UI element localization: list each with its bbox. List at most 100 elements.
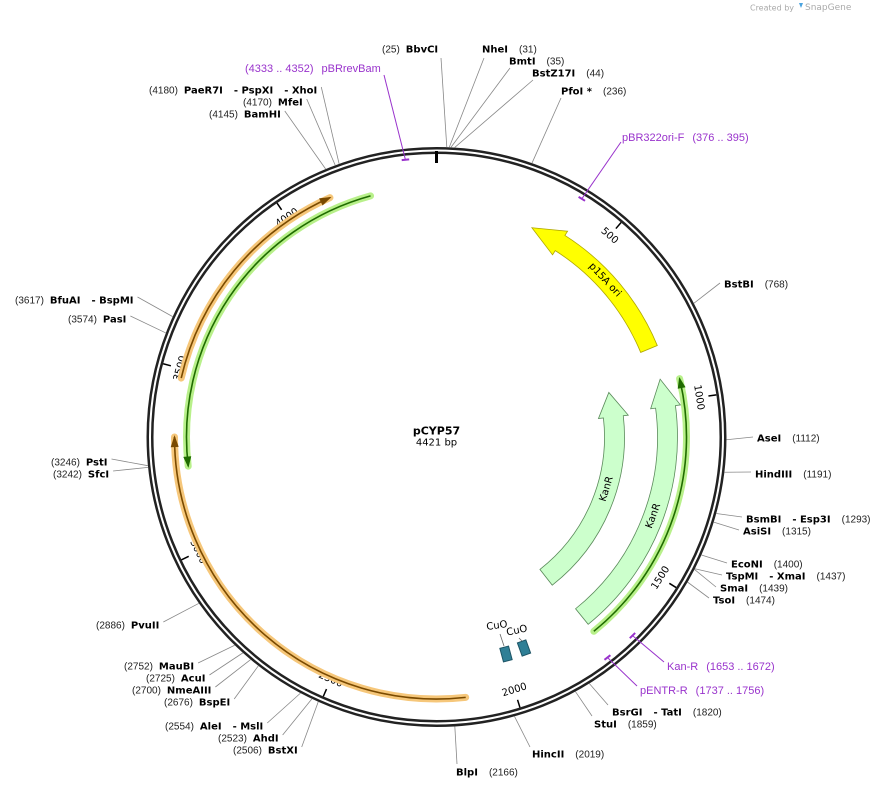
enzyme-name: EcoNI <box>731 560 763 571</box>
tick <box>162 363 172 367</box>
feature-line <box>593 378 688 632</box>
primer-site <box>578 196 586 202</box>
enzyme-position: (2019) <box>575 750 604 761</box>
tick <box>615 222 622 230</box>
enzyme-leader <box>454 726 458 765</box>
tick-label: 1000 <box>691 384 706 411</box>
cuo-box <box>499 645 513 663</box>
enzyme-position: (3617) <box>15 296 44 307</box>
enzyme-leader <box>694 568 723 576</box>
enzyme-name: - XhoI <box>284 86 317 97</box>
enzyme-name: TspMI <box>726 572 758 583</box>
tick-label: 500 <box>599 226 621 247</box>
primer-site <box>603 654 612 661</box>
feature-line <box>180 196 331 379</box>
tick <box>708 394 717 397</box>
enzyme-leader <box>111 458 148 467</box>
enzyme-name: HincII <box>532 750 564 761</box>
credit: Created by <box>750 4 794 13</box>
enzyme-position: (4180) <box>149 86 178 97</box>
primer-range: (4333 .. 4352) <box>245 63 314 75</box>
enzyme-leader <box>197 644 235 664</box>
plasmid-length: 4421 bp <box>416 438 457 449</box>
enzyme-name: BsmBI <box>746 515 781 526</box>
feature-arrowhead <box>183 456 192 468</box>
feature-line <box>185 195 371 467</box>
enzyme-leader <box>301 701 319 748</box>
enzyme-leader <box>693 282 721 304</box>
enzyme-leader <box>113 466 149 472</box>
enzyme-leader <box>440 57 448 148</box>
brand-icon <box>799 3 803 8</box>
enzyme-leader <box>320 86 340 164</box>
enzyme-name: BspEI <box>199 698 230 709</box>
enzyme-name: BamHI <box>244 110 281 121</box>
enzyme-name: BsrGI <box>612 708 642 719</box>
feature-line <box>173 436 466 700</box>
enzyme-position: (1820) <box>693 708 722 719</box>
tick <box>322 688 328 697</box>
enzyme-name: AsiSI <box>743 527 771 538</box>
feature-label: CuO <box>486 619 509 633</box>
tick <box>516 699 521 708</box>
enzyme-name: TsoI <box>713 596 735 607</box>
enzyme-leader <box>726 436 754 441</box>
cuo-leader <box>518 637 523 642</box>
enzyme-name: BstZ17I <box>532 69 575 80</box>
feature-arrow <box>531 227 658 353</box>
feature-label: CuO <box>505 623 528 638</box>
enzyme-position: (1400) <box>774 560 803 571</box>
enzyme-leader <box>215 659 251 688</box>
enzyme-position: (4145) <box>209 110 238 121</box>
enzyme-position: (2166) <box>489 768 518 779</box>
cuo-leader <box>499 633 505 647</box>
feature-arrowhead <box>677 376 686 389</box>
enzyme-leader <box>713 521 740 531</box>
feature-arrowhead <box>170 435 179 448</box>
enzyme-position: (2886) <box>96 621 125 632</box>
primer-range: (1653 .. 1672) <box>706 661 775 673</box>
enzyme-leader <box>716 513 743 518</box>
enzyme-name: PstI <box>86 458 108 469</box>
enzyme-position: (1859) <box>628 720 657 731</box>
enzyme-leader <box>448 57 485 148</box>
enzyme-leader <box>694 569 717 588</box>
feature-glow <box>183 192 375 470</box>
enzyme-position: (44) <box>586 69 604 80</box>
tick <box>276 202 283 211</box>
enzyme-leader <box>209 652 244 676</box>
enzyme-leader <box>233 665 259 700</box>
cuo-box <box>516 639 532 657</box>
enzyme-position: (2725) <box>146 674 175 685</box>
enzyme-name: BlpI <box>456 768 478 779</box>
tick <box>668 582 677 589</box>
enzyme-position: (2752) <box>124 662 153 673</box>
enzyme-name: SfcI <box>88 470 109 481</box>
tick-label: 2000 <box>501 681 529 699</box>
enzyme-position: (2700) <box>132 686 161 697</box>
enzyme-position: (2554) <box>165 722 194 733</box>
primer-leader <box>383 74 406 160</box>
enzyme-leader <box>454 79 534 148</box>
feature-glow <box>171 433 470 703</box>
enzyme-position: (236) <box>603 87 626 98</box>
enzyme-name: PasI <box>103 315 126 326</box>
enzyme-leader <box>163 602 200 623</box>
enzyme-name: MfeI <box>278 98 303 109</box>
enzyme-name: BbvCI <box>406 45 438 56</box>
feature-arrow <box>575 378 682 625</box>
enzyme-name: MauBI <box>159 662 194 673</box>
enzyme-name: - XmaI <box>769 572 805 583</box>
primer-range: (1737 .. 1756) <box>696 685 765 697</box>
enzyme-name: - MslI <box>233 722 264 733</box>
enzyme-position: (1315) <box>782 527 811 538</box>
enzyme-leader <box>137 296 173 317</box>
enzyme-leader <box>130 315 166 334</box>
enzyme-name: BfuAI <box>50 296 81 307</box>
brand: SnapGene <box>805 3 852 13</box>
enzyme-position: (35) <box>547 57 565 68</box>
enzyme-name: HindIII <box>755 470 792 481</box>
enzyme-position: (1293) <box>842 515 871 526</box>
